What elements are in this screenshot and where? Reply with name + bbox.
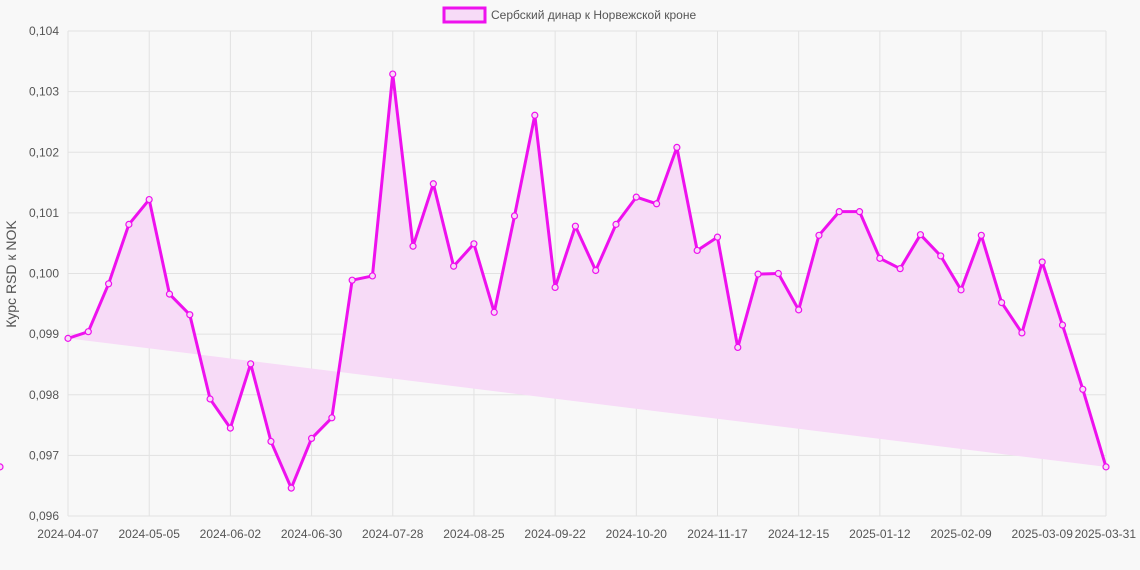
data-point[interactable] <box>470 240 478 248</box>
data-point[interactable] <box>247 360 255 368</box>
data-point[interactable] <box>450 262 458 270</box>
data-point[interactable] <box>551 283 559 292</box>
y-tick-label: 0,101 <box>29 206 59 220</box>
y-tick-label: 0,096 <box>29 509 59 523</box>
data-point[interactable] <box>957 286 965 294</box>
data-point[interactable] <box>206 395 214 403</box>
data-point[interactable] <box>1079 385 1087 393</box>
data-point[interactable] <box>64 334 72 342</box>
data-point[interactable] <box>145 195 153 204</box>
data-point[interactable] <box>1038 258 1046 266</box>
data-point[interactable] <box>0 463 4 471</box>
x-tick-label: 2024-10-20 <box>606 527 668 541</box>
data-point[interactable] <box>348 276 356 284</box>
data-point[interactable] <box>84 328 92 336</box>
data-point[interactable] <box>855 208 864 216</box>
data-point[interactable] <box>368 272 377 280</box>
data-point[interactable] <box>632 193 640 201</box>
data-point[interactable] <box>389 70 397 78</box>
y-axis-title: Курс RSD к NOK <box>3 220 19 328</box>
x-tick-label: 2024-06-30 <box>281 527 343 541</box>
x-tick-label: 2024-11-17 <box>687 527 748 541</box>
x-tick-label: 2024-06-02 <box>200 527 262 541</box>
data-point[interactable] <box>1018 329 1026 337</box>
x-tick-label: 2024-08-25 <box>443 527 505 541</box>
legend[interactable]: Сербский динар к Норвежской кроне <box>442 6 696 24</box>
x-tick-label: 2025-03-09 <box>1012 527 1074 541</box>
series-line <box>67 72 1108 490</box>
data-point[interactable] <box>104 280 113 288</box>
x-tick-label: 2024-07-28 <box>362 527 424 541</box>
data-point[interactable] <box>531 111 539 119</box>
data-point[interactable] <box>652 200 661 208</box>
legend-swatch[interactable] <box>442 6 487 24</box>
data-point[interactable] <box>125 220 133 228</box>
data-point[interactable] <box>571 222 580 230</box>
data-point[interactable] <box>510 212 519 220</box>
data-point[interactable] <box>754 270 762 278</box>
data-point[interactable] <box>876 254 884 262</box>
data-point[interactable] <box>307 434 316 442</box>
x-tick-label: 2024-09-22 <box>524 527 586 541</box>
x-tick-label: 2024-04-07 <box>37 527 99 541</box>
data-point[interactable] <box>1058 321 1067 329</box>
series-area-fill <box>68 74 1106 489</box>
data-point[interactable] <box>287 484 295 492</box>
data-point[interactable] <box>409 242 417 250</box>
data-point[interactable] <box>937 252 945 260</box>
x-tick-label: 2025-01-12 <box>849 527 911 541</box>
y-tick-label: 0,099 <box>29 327 59 341</box>
data-point[interactable] <box>774 269 782 278</box>
data-point[interactable] <box>795 306 803 314</box>
data-point[interactable] <box>612 220 620 228</box>
y-tick-label: 0,098 <box>29 388 59 402</box>
data-point[interactable] <box>835 208 843 216</box>
data-point[interactable] <box>328 414 336 422</box>
series-points <box>0 70 1110 492</box>
legend-label[interactable]: Сербский динар к Норвежской кроне <box>491 8 696 22</box>
y-tick-label: 0,100 <box>29 267 59 281</box>
data-point[interactable] <box>977 231 985 239</box>
data-point[interactable] <box>998 299 1006 307</box>
data-point[interactable] <box>734 343 742 352</box>
data-point[interactable] <box>226 424 234 432</box>
data-point[interactable] <box>673 143 681 151</box>
x-axis-ticks: 2024-04-07 2024-05-05 2024-06-02 2024-06-30… <box>37 527 1136 541</box>
x-tick-label: 2024-05-05 <box>118 527 180 541</box>
data-point[interactable] <box>1102 463 1110 471</box>
data-point[interactable] <box>267 437 275 446</box>
data-point[interactable] <box>896 265 904 273</box>
y-tick-label: 0,103 <box>29 85 59 99</box>
x-tick-label: 2025-02-09 <box>930 527 992 541</box>
data-point[interactable] <box>490 308 498 316</box>
data-point[interactable] <box>815 231 823 239</box>
y-tick-label: 0,097 <box>29 448 59 462</box>
y-axis-ticks: 0,096 0,097 0,098 0,099 0,100 0,101 0,102 0,103… <box>29 24 59 523</box>
data-point[interactable] <box>713 233 722 241</box>
data-point[interactable] <box>165 290 174 298</box>
data-point[interactable] <box>693 246 701 255</box>
y-tick-label: 0,104 <box>29 24 59 38</box>
data-point[interactable] <box>429 180 437 188</box>
y-tick-label: 0,102 <box>29 145 59 159</box>
x-tick-label: 2025-03-31 <box>1075 527 1137 541</box>
data-point[interactable] <box>186 311 194 319</box>
data-point[interactable] <box>916 231 925 239</box>
x-tick-label: 2024-12-15 <box>768 527 830 541</box>
data-point[interactable] <box>592 266 600 275</box>
